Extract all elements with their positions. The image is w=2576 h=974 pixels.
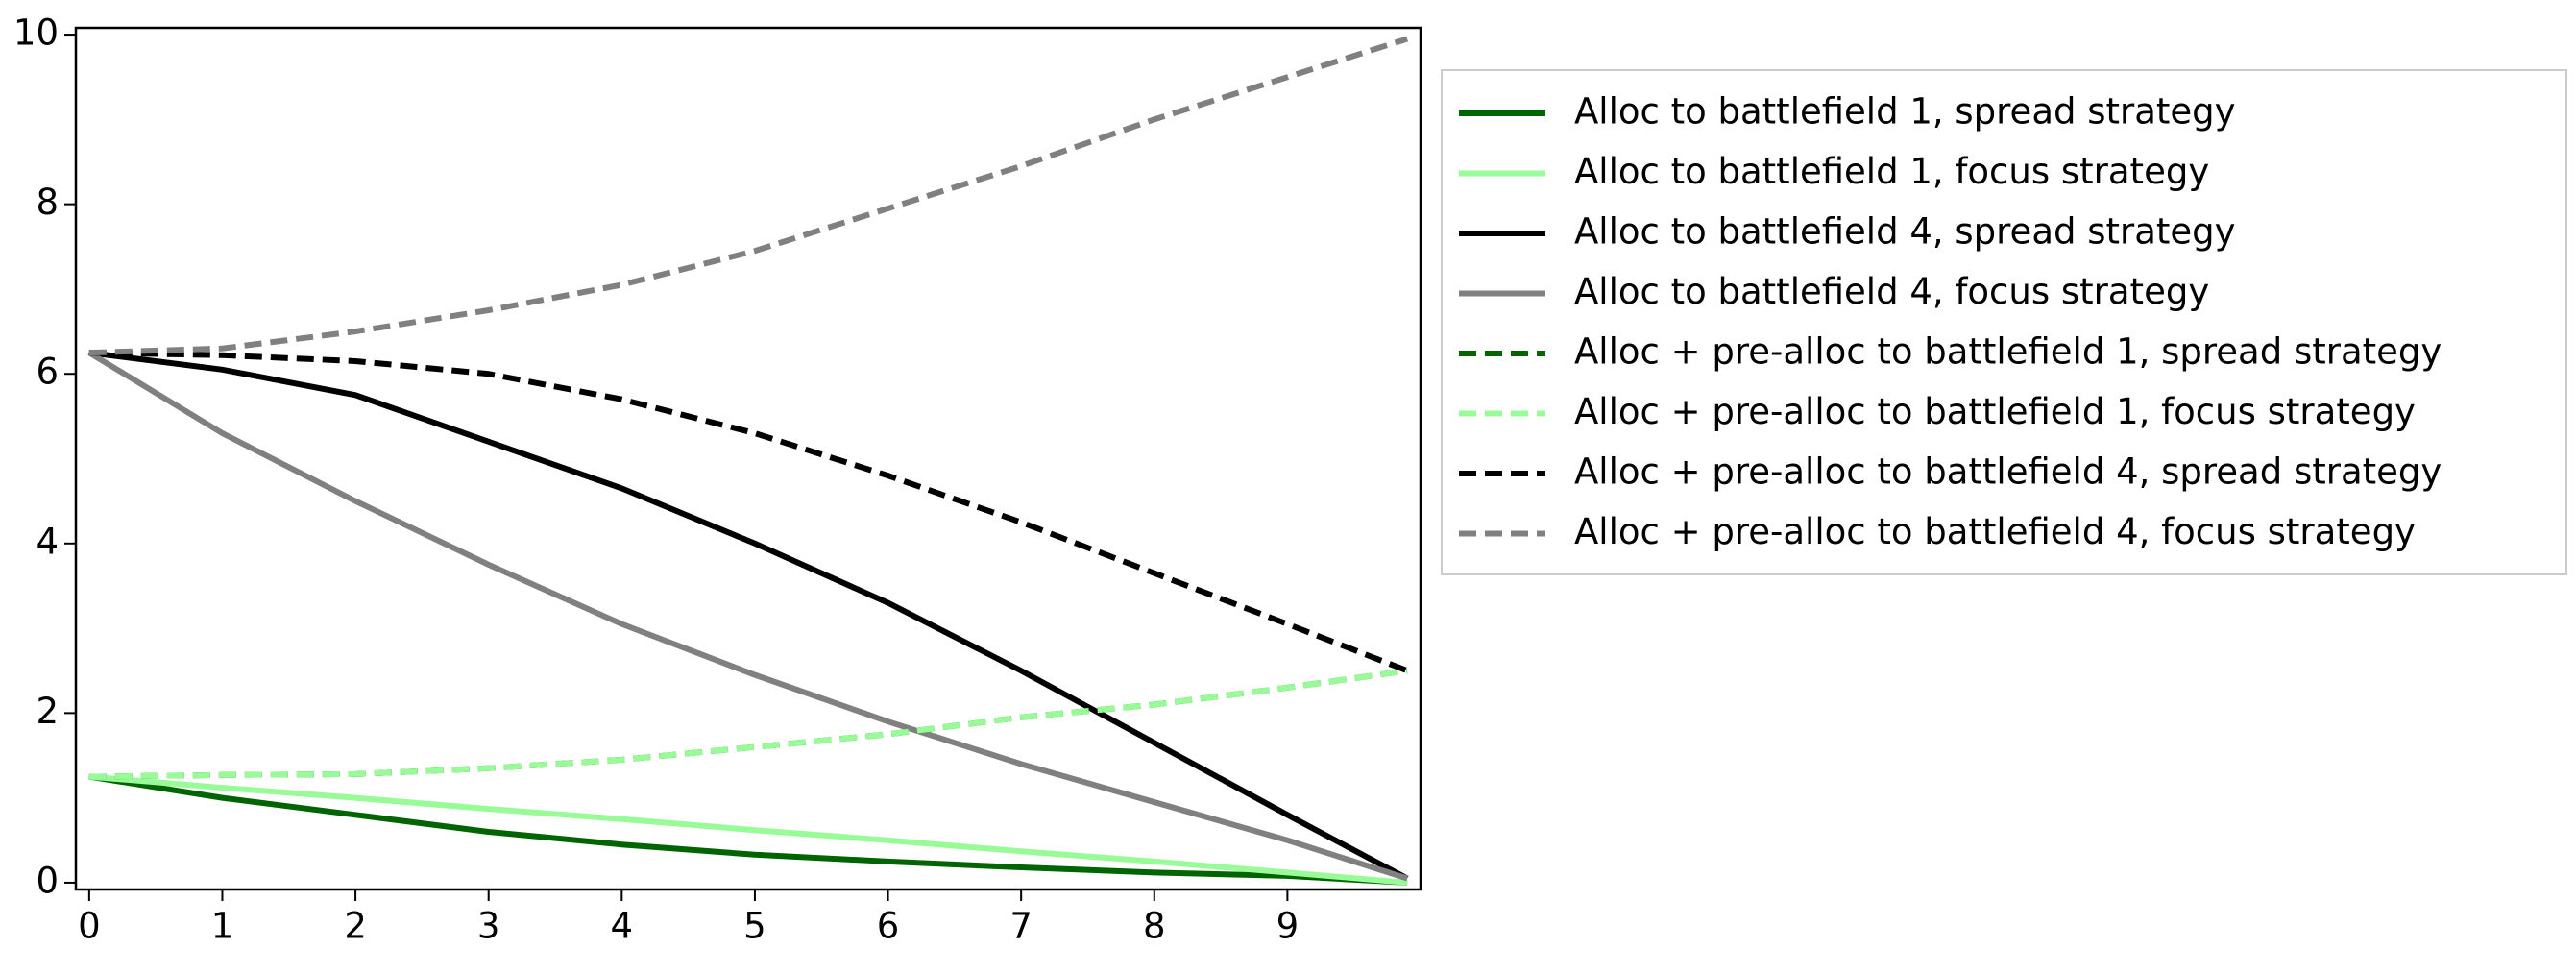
- series-line: [87, 350, 1409, 882]
- x-tick-label: 2: [344, 906, 367, 947]
- x-tick-label: 4: [611, 906, 634, 947]
- legend-box: [1441, 69, 2567, 575]
- series-line: [88, 36, 1409, 356]
- x-tick-label: 9: [1276, 906, 1300, 947]
- series-line: [88, 350, 1409, 674]
- x-tick-label: 5: [743, 906, 766, 947]
- legend-label: Alloc to battlefield 1, focus strategy: [1574, 151, 2209, 192]
- x-tick-label: 3: [477, 906, 500, 947]
- y-tick-label: 4: [36, 521, 59, 562]
- x-tick-label: 8: [1143, 906, 1166, 947]
- plot-frame: [74, 26, 1422, 891]
- x-tick-label: 7: [1009, 906, 1033, 947]
- y-tick-label: 6: [36, 352, 59, 393]
- legend-label: Alloc to battlefield 4, spread strategy: [1574, 211, 2236, 253]
- legend: Alloc to battlefield 1, spread strategy A…: [1441, 69, 2567, 575]
- legend-label: Alloc to battlefield 4, focus strategy: [1574, 271, 2209, 312]
- legend-label: Alloc + pre-alloc to battlefield 1, spre…: [1574, 331, 2442, 373]
- series-line: [88, 773, 1408, 886]
- series-line: [88, 668, 1408, 780]
- y-tick-label: 10: [13, 12, 59, 54]
- x-tick-label: 6: [877, 906, 900, 947]
- legend-label: Alloc + pre-alloc to battlefield 4, focu…: [1574, 511, 2416, 552]
- y-tick-label: 2: [36, 691, 59, 732]
- y-tick-label: 8: [36, 182, 59, 223]
- series-line: [88, 668, 1408, 780]
- x-tick-label: 1: [211, 906, 234, 947]
- legend-label: Alloc + pre-alloc to battlefield 1, focu…: [1574, 391, 2416, 432]
- series-line: [88, 773, 1408, 886]
- legend-label: Alloc + pre-alloc to battlefield 4, spre…: [1574, 451, 2442, 493]
- x-tick-label: 0: [78, 906, 101, 947]
- legend-label: Alloc to battlefield 1, spread strategy: [1574, 91, 2236, 133]
- series-line: [88, 350, 1409, 882]
- y-tick-label: 0: [36, 860, 59, 901]
